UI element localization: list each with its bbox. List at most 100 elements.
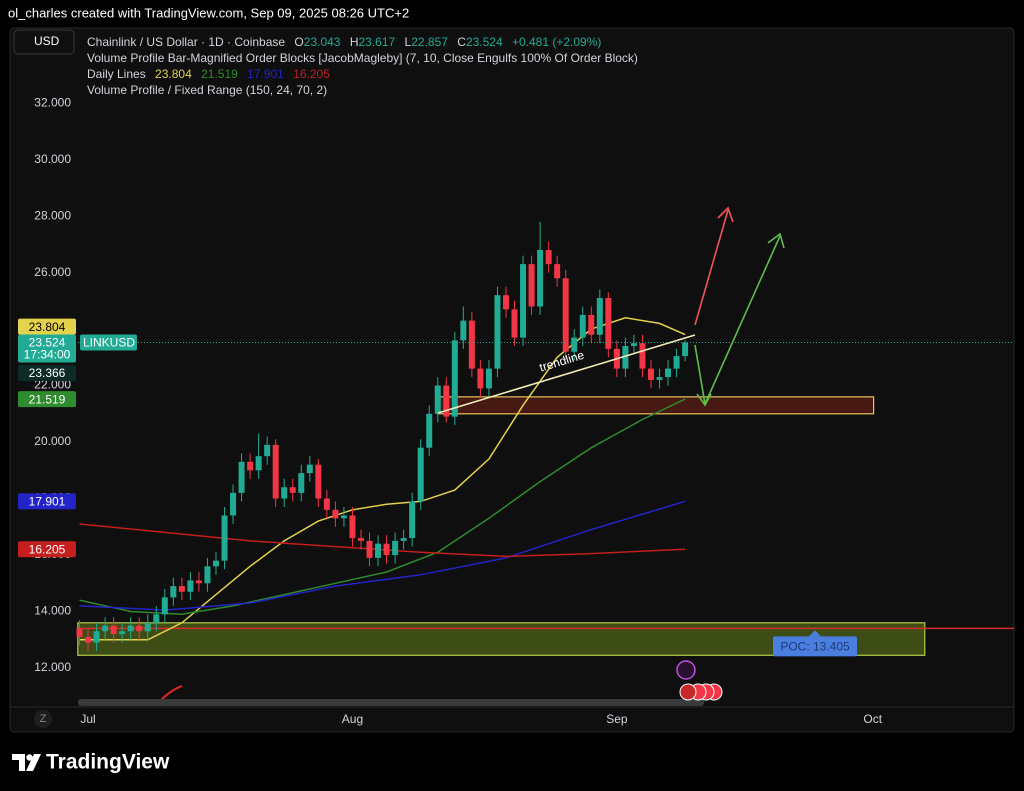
- candle-body: [622, 346, 629, 369]
- candle-body: [579, 314, 586, 338]
- candle-body: [554, 264, 561, 279]
- candle-body: [400, 538, 407, 541]
- candle-body: [682, 342, 689, 357]
- currency-button[interactable]: [13, 29, 75, 55]
- price-badge-label: 17.901: [29, 495, 66, 509]
- legend-row: Daily Lines 23.804 21.519 17.901 16.205: [87, 66, 638, 82]
- order-block: [437, 396, 875, 415]
- candle-body: [298, 473, 305, 493]
- indicator-name: Volume Profile / Fixed Range (150, 24, 7…: [87, 83, 328, 97]
- candle-body: [520, 264, 527, 338]
- price-badge-label: 16.205: [29, 542, 66, 556]
- candle-body: [281, 487, 288, 499]
- x-tick-label: Oct: [863, 712, 882, 726]
- logo-mark: [26, 754, 33, 761]
- candle-body: [110, 625, 117, 635]
- candle-body: [349, 515, 356, 539]
- candle-body: [665, 368, 672, 378]
- candle-body: [426, 413, 433, 448]
- chart-panel: [9, 27, 1015, 733]
- ohlc-prefix: L: [404, 35, 412, 49]
- price-badge: [18, 541, 76, 558]
- price-badge: [18, 334, 76, 363]
- indicator-value: 21.519: [201, 67, 238, 81]
- reset-button[interactable]: [34, 710, 52, 728]
- candle-body: [272, 444, 279, 499]
- candle-body: [306, 464, 313, 474]
- event-icon[interactable]: [679, 683, 697, 701]
- brand-logo: [12, 754, 41, 771]
- candle-body: [562, 278, 569, 352]
- candle-body: [494, 295, 501, 369]
- candle-body: [102, 625, 109, 632]
- ohlc-value: 22.857: [411, 35, 448, 49]
- price-badge-label: 23.524: [29, 336, 66, 350]
- candle-body: [204, 566, 211, 584]
- candle-body: [136, 625, 143, 632]
- ohlc-value: 23.524: [465, 35, 503, 49]
- poc-pointer: [809, 630, 821, 637]
- price-badge: [18, 364, 76, 381]
- candle-body: [315, 464, 322, 499]
- candle-body: [289, 487, 296, 493]
- plot-area: 12.00014.00016.00018.00020.00022.00024.0…: [18, 95, 1014, 726]
- ohlc-prefix: H: [349, 35, 359, 49]
- candle-body: [357, 538, 364, 541]
- candle-body: [76, 628, 83, 637]
- candle-body: [392, 540, 399, 556]
- candle-body: [511, 309, 518, 338]
- price-badge-label: 21.519: [29, 392, 66, 406]
- y-tick-label: 14.000: [34, 604, 71, 618]
- arrow-head: [696, 393, 712, 407]
- reset-button-label[interactable]: Z: [40, 713, 47, 725]
- candle-body: [375, 543, 382, 558]
- y-tick-label: 22.000: [34, 378, 71, 392]
- y-tick-label: 28.000: [34, 208, 71, 222]
- y-tick-label: 32.000: [34, 95, 71, 109]
- legend: Chainlink / US Dollar · 1D · Coinbase O2…: [87, 34, 638, 98]
- y-tick-label: 12.000: [34, 660, 71, 674]
- poc-label: POC: 13.405: [780, 639, 850, 653]
- ohlc-value: 23.617: [358, 35, 396, 49]
- candle-body: [477, 368, 484, 389]
- candle-body: [264, 444, 271, 457]
- candle-body: [340, 515, 347, 519]
- arrow-head: [717, 206, 734, 223]
- candle-body: [468, 320, 475, 369]
- legend-row: Chainlink / US Dollar · 1D · Coinbase O2…: [87, 34, 638, 50]
- candle-body: [673, 356, 680, 369]
- logo-mark: [26, 754, 41, 771]
- candle-body: [460, 320, 467, 341]
- y-tick-label: 30.000: [34, 152, 71, 166]
- candle-body: [639, 343, 646, 369]
- indicator-value: 16.205: [293, 67, 330, 81]
- candle-body: [451, 340, 458, 417]
- candle-body: [485, 368, 492, 389]
- y-tick-label: 26.000: [34, 265, 71, 279]
- currency-button-label[interactable]: USD: [34, 34, 60, 48]
- candle-body: [588, 314, 595, 335]
- candle-body: [545, 249, 552, 265]
- symbol-label: LINKUSD: [83, 336, 135, 350]
- price-badge: [18, 493, 76, 510]
- symbol-badge: [80, 334, 137, 351]
- candle-body: [187, 580, 194, 592]
- event-icon[interactable]: [676, 660, 696, 680]
- trendline-drawing: [437, 334, 696, 414]
- candle-body: [502, 295, 509, 310]
- candle-body: [409, 501, 416, 539]
- indicator-value: 17.901: [247, 67, 284, 81]
- candle-body: [221, 515, 228, 561]
- indicator-value: 23.804: [155, 67, 192, 81]
- candle-body: [528, 264, 535, 307]
- indicator-name: Daily Lines: [87, 67, 146, 81]
- candle-body: [230, 492, 237, 516]
- candle-body: [434, 385, 441, 414]
- candle-body: [647, 368, 654, 380]
- candle-body: [161, 597, 168, 615]
- candle-body: [383, 543, 390, 556]
- poc-badge: [773, 636, 857, 657]
- candle-body: [332, 509, 339, 519]
- candle-body: [212, 560, 219, 567]
